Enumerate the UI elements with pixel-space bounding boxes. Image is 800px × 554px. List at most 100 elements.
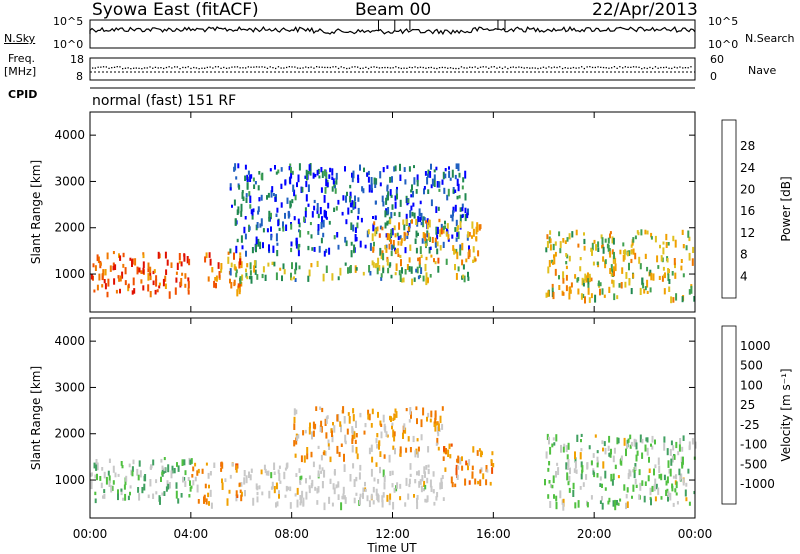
range-cell [663, 474, 666, 481]
range-cell [218, 271, 221, 279]
range-cell [147, 284, 150, 292]
range-cell [396, 186, 398, 191]
range-cell [607, 237, 610, 244]
range-cell [326, 182, 329, 188]
range-cell [331, 273, 334, 281]
range-cell [308, 427, 311, 435]
range-cell [425, 256, 428, 261]
range-cell [246, 174, 249, 181]
range-cell [277, 469, 280, 474]
range-cell [245, 272, 248, 278]
range-cell [409, 447, 412, 453]
range-cell [101, 467, 104, 471]
range-cell [274, 196, 277, 202]
range-cell [611, 249, 614, 255]
range-cell [341, 211, 344, 216]
range-cell [468, 480, 471, 485]
range-cell [173, 468, 176, 474]
range-cell [408, 478, 411, 485]
range-cell [312, 430, 315, 437]
range-cell [294, 493, 297, 497]
range-cell [625, 494, 628, 499]
range-cell [215, 282, 217, 289]
range-cell [129, 485, 132, 489]
range-cell [644, 444, 647, 452]
range-cell [293, 189, 296, 197]
range-cell [565, 462, 568, 470]
range-cell [284, 180, 287, 186]
range-cell [552, 261, 554, 265]
range-cell [546, 241, 549, 248]
range-cell [351, 200, 354, 208]
range-cell [549, 244, 552, 251]
range-cell [112, 251, 115, 255]
freq-point [141, 68, 143, 70]
range-cell [376, 226, 379, 232]
range-cell [667, 491, 670, 497]
range-cell [294, 268, 297, 275]
range-cell [283, 269, 286, 275]
noise-series-line [89, 25, 696, 36]
range-cell [464, 478, 467, 486]
range-cell [147, 268, 150, 273]
range-cell [411, 211, 414, 217]
freq-point [570, 67, 572, 69]
beam-label: Beam 00 [355, 0, 432, 20]
range-cell [319, 406, 322, 410]
range-cell [626, 487, 629, 493]
range-cell [297, 174, 300, 183]
range-cell [414, 450, 417, 458]
range-cell [444, 225, 446, 229]
range-cell [423, 488, 425, 492]
range-cell [551, 484, 554, 489]
freq-point [545, 67, 547, 69]
range-cell [632, 237, 635, 243]
range-cell [601, 483, 603, 488]
range-cell [667, 273, 670, 281]
range-cell [257, 238, 260, 247]
y-tick-label: 4000 [54, 128, 85, 142]
range-cell [614, 263, 617, 272]
range-cell [182, 476, 184, 483]
range-cell [406, 235, 409, 239]
freq-point [176, 66, 178, 68]
range-cell [480, 450, 483, 458]
range-cell [236, 238, 239, 243]
freq-point [209, 66, 211, 68]
range-cell [435, 442, 438, 446]
range-cell [241, 245, 244, 250]
range-cell [353, 201, 356, 207]
range-cell [337, 199, 340, 205]
range-cell [375, 462, 378, 467]
range-cell [451, 482, 454, 488]
range-cell [599, 288, 601, 296]
range-cell [254, 269, 257, 275]
freq-point [520, 66, 523, 69]
range-cell [600, 234, 603, 239]
range-cell [590, 495, 593, 500]
range-cell [693, 296, 696, 302]
range-cell [122, 263, 125, 268]
range-cell [184, 470, 187, 476]
range-cell [379, 451, 382, 457]
range-cell [284, 494, 287, 498]
range-cell [486, 469, 489, 473]
range-cell [344, 262, 347, 266]
range-cell [436, 226, 439, 234]
range-cell [645, 437, 648, 442]
range-cell [672, 297, 675, 303]
range-cell [430, 410, 433, 418]
range-cell [562, 238, 565, 243]
range-cell [450, 214, 453, 218]
range-cell [393, 225, 396, 231]
range-cell [262, 242, 264, 249]
range-cell [477, 480, 480, 485]
range-cell [388, 233, 391, 241]
range-cell [643, 289, 646, 294]
range-cell [308, 269, 311, 277]
range-cell [630, 258, 633, 264]
range-cell [256, 222, 259, 229]
range-cell [124, 267, 127, 275]
range-cell [342, 486, 345, 494]
